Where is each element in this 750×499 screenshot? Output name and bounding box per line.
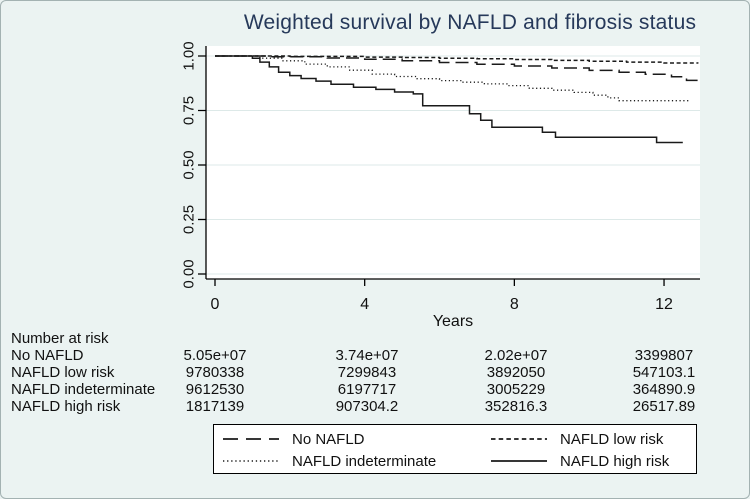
legend: No NAFLD NAFLD low risk NAFLD indeterminat… [213, 424, 697, 474]
risk-value: 547103.1 [632, 364, 696, 381]
legend-line-sample [491, 460, 547, 462]
legend-item: NAFLD high risk [490, 451, 669, 471]
legend-line-sample [223, 438, 279, 440]
legend-item: NAFLD low risk [490, 429, 663, 449]
y-tick-label: 1.00 [181, 41, 198, 70]
series-nafld-low-risk [215, 55, 699, 64]
risk-value: 2.02e+07 [484, 347, 548, 364]
risk-value: 364890.9 [632, 381, 696, 398]
risk-table-header: Number at risk [11, 330, 109, 347]
risk-value: 1817139 [185, 398, 245, 415]
y-tick-label: 0.75 [181, 96, 198, 125]
x-tick-label: 0 [211, 296, 220, 313]
risk-row-label: NAFLD low risk [11, 364, 115, 381]
risk-value: 9780338 [185, 364, 245, 381]
risk-value: 6197717 [337, 381, 397, 398]
risk-value: 907304.2 [335, 398, 399, 415]
series-nafld-indeterminate [215, 55, 691, 102]
legend-label: NAFLD low risk [560, 430, 664, 448]
legend-line-sample [491, 438, 547, 440]
risk-value: 3005229 [486, 381, 546, 398]
chart-title: Weighted survival by NAFLD and fibrosis … [243, 11, 697, 34]
series-no-nafld [215, 55, 699, 82]
risk-row-label: NAFLD high risk [11, 398, 121, 415]
risk-row-label: NAFLD indeterminate [11, 381, 156, 398]
plot-area [206, 46, 700, 279]
series-nafld-high-risk [215, 55, 683, 144]
risk-table: Number at risk No NAFLD 5.05e+07 3.74e+07 2… [1, 330, 749, 422]
risk-value: 26517.89 [632, 398, 696, 415]
legend-item: No NAFLD [222, 429, 365, 449]
legend-line-sample [223, 460, 279, 462]
y-tick-label: 0.50 [181, 150, 198, 179]
x-tick-label: 8 [510, 296, 519, 313]
x-tick-label: 12 [655, 296, 673, 313]
risk-value: 7299843 [337, 364, 397, 381]
risk-value: 3.74e+07 [335, 347, 399, 364]
risk-value: 9612530 [185, 381, 245, 398]
legend-label: NAFLD indeterminate [292, 452, 437, 470]
legend-label: NAFLD high risk [560, 452, 670, 470]
y-tick-label: 0.25 [181, 205, 198, 234]
survival-chart: 1.00 0.75 0.50 0.25 0.00 0 4 8 12 Years [181, 41, 700, 330]
x-tick-label: 4 [360, 296, 369, 313]
risk-value: 3399807 [634, 347, 694, 364]
risk-value: 5.05e+07 [183, 347, 247, 364]
risk-row-label: No NAFLD [11, 347, 84, 364]
risk-value: 352816.3 [484, 398, 548, 415]
legend-label: No NAFLD [292, 430, 365, 448]
legend-item: NAFLD indeterminate [222, 451, 436, 471]
risk-value: 3892050 [486, 364, 546, 381]
x-axis-title: Years [433, 313, 473, 330]
y-tick-label: 0.00 [181, 259, 198, 288]
